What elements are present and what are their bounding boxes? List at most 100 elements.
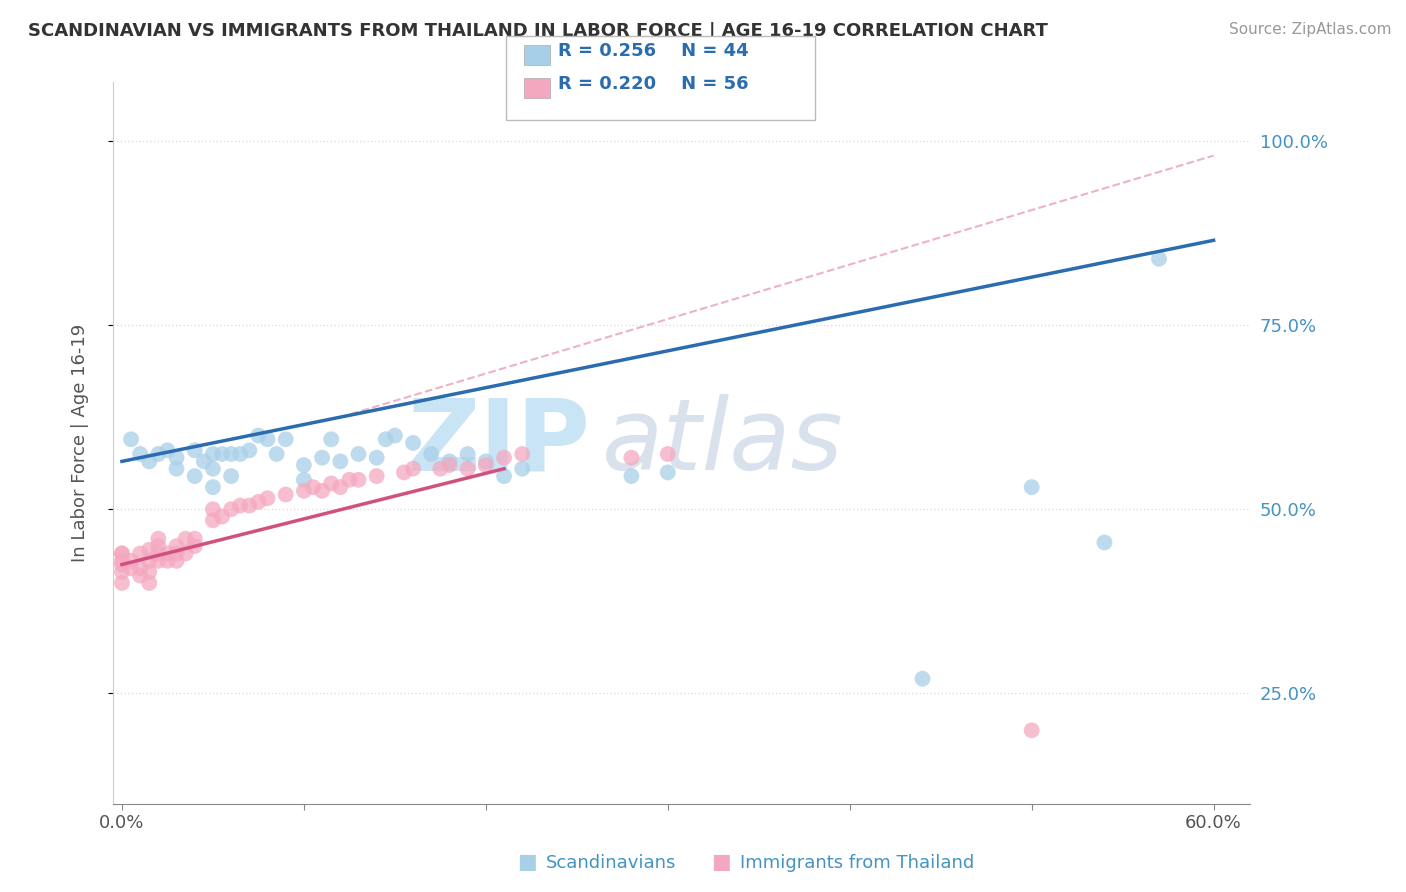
Point: [156, 554, 179, 568]
Point: [201, 461, 224, 475]
Point: [292, 483, 315, 498]
Point: [374, 432, 396, 446]
Point: [657, 447, 679, 461]
Point: [129, 561, 152, 575]
Text: ■: ■: [517, 853, 537, 872]
Point: [347, 447, 370, 461]
Point: [256, 432, 278, 446]
Point: [148, 546, 170, 560]
Point: [402, 461, 425, 475]
Y-axis label: In Labor Force | Age 16-19: In Labor Force | Age 16-19: [72, 324, 89, 562]
Text: Source: ZipAtlas.com: Source: ZipAtlas.com: [1229, 22, 1392, 37]
Point: [366, 450, 388, 465]
Point: [292, 473, 315, 487]
Point: [492, 450, 515, 465]
Point: [475, 454, 498, 468]
Point: [238, 499, 260, 513]
Point: [166, 539, 188, 553]
Text: Scandinavians: Scandinavians: [546, 855, 676, 872]
Point: [111, 576, 134, 591]
Point: [166, 461, 188, 475]
Text: ■: ■: [711, 853, 731, 872]
Point: [337, 473, 360, 487]
Point: [219, 469, 242, 483]
Point: [311, 483, 333, 498]
Point: [138, 565, 160, 579]
Point: [120, 554, 142, 568]
Point: [321, 432, 343, 446]
Point: [120, 561, 142, 575]
Point: [238, 443, 260, 458]
Point: [201, 447, 224, 461]
Point: [1147, 252, 1170, 266]
Point: [229, 499, 252, 513]
Point: [266, 447, 288, 461]
Point: [193, 454, 215, 468]
Point: [111, 565, 134, 579]
Point: [111, 554, 134, 568]
Point: [429, 461, 451, 475]
Point: [166, 554, 188, 568]
Point: [156, 443, 179, 458]
Point: [138, 576, 160, 591]
Point: [329, 454, 352, 468]
Point: [911, 672, 934, 686]
Point: [156, 546, 179, 560]
Point: [111, 546, 134, 560]
Point: [457, 461, 479, 475]
Point: [247, 495, 270, 509]
Point: [129, 546, 152, 560]
Point: [229, 447, 252, 461]
Point: [510, 447, 533, 461]
Point: [420, 447, 443, 461]
Text: SCANDINAVIAN VS IMMIGRANTS FROM THAILAND IN LABOR FORCE | AGE 16-19 CORRELATION : SCANDINAVIAN VS IMMIGRANTS FROM THAILAND…: [28, 22, 1047, 40]
Point: [366, 469, 388, 483]
Point: [183, 469, 205, 483]
Point: [292, 458, 315, 472]
Point: [148, 447, 170, 461]
Point: [211, 447, 233, 461]
Point: [174, 532, 197, 546]
Text: R = 0.220    N = 56: R = 0.220 N = 56: [558, 75, 749, 93]
Point: [138, 554, 160, 568]
Point: [620, 450, 643, 465]
Point: [111, 558, 134, 572]
Point: [120, 432, 142, 446]
Point: [138, 454, 160, 468]
Point: [111, 546, 134, 560]
Point: [329, 480, 352, 494]
Point: [219, 502, 242, 516]
Point: [166, 546, 188, 560]
Point: [457, 447, 479, 461]
Text: R = 0.256    N = 44: R = 0.256 N = 44: [558, 42, 749, 60]
Point: [1021, 480, 1043, 494]
Point: [148, 532, 170, 546]
Text: atlas: atlas: [602, 394, 844, 491]
Point: [620, 469, 643, 483]
Point: [384, 428, 406, 442]
Point: [321, 476, 343, 491]
Text: ZIP: ZIP: [408, 394, 591, 491]
Point: [183, 539, 205, 553]
Point: [219, 447, 242, 461]
Point: [311, 450, 333, 465]
Point: [510, 461, 533, 475]
Point: [148, 554, 170, 568]
Point: [439, 454, 461, 468]
Point: [1021, 723, 1043, 738]
Point: [392, 466, 415, 480]
Point: [347, 473, 370, 487]
Text: Immigrants from Thailand: Immigrants from Thailand: [740, 855, 974, 872]
Point: [1094, 535, 1116, 549]
Point: [439, 458, 461, 472]
Point: [148, 539, 170, 553]
Point: [183, 443, 205, 458]
Point: [274, 432, 297, 446]
Point: [475, 458, 498, 472]
Point: [211, 509, 233, 524]
Point: [302, 480, 325, 494]
Point: [183, 532, 205, 546]
Point: [166, 450, 188, 465]
Point: [201, 513, 224, 527]
Point: [274, 487, 297, 501]
